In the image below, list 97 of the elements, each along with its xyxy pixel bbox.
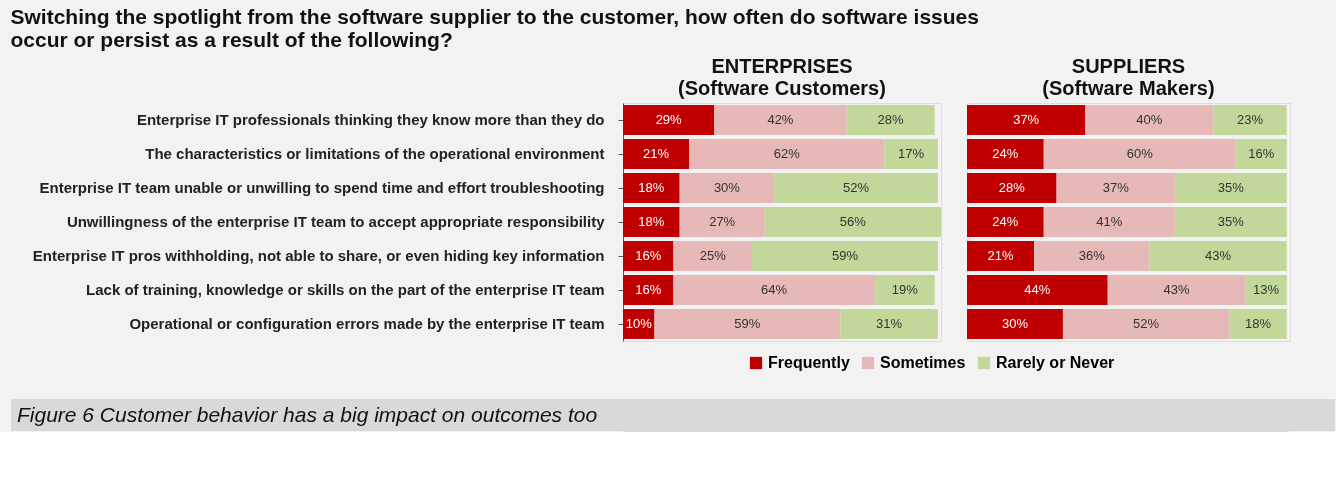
bar (1245, 275, 1287, 305)
bar (967, 241, 1035, 271)
y-tick-label: Enterprise IT professionals thinking they know more than they do (136, 111, 605, 128)
bar (623, 105, 715, 135)
data-label: 23% (1237, 112, 1264, 127)
bar (1149, 241, 1287, 271)
data-label: 40% (1136, 112, 1163, 127)
bar (884, 139, 938, 169)
data-label: 18% (638, 214, 665, 229)
data-label: 16% (1248, 146, 1275, 161)
data-label: 43% (1205, 248, 1232, 263)
bar (673, 241, 753, 271)
y-tick-label: Enterprise IT pros withholding, not able to share, or even hiding key information (32, 247, 605, 264)
data-label: 52% (842, 180, 870, 195)
bar (1213, 105, 1287, 135)
bar (967, 139, 1044, 169)
bar (752, 241, 938, 271)
bar (1034, 241, 1150, 271)
data-label: 42% (767, 112, 794, 127)
bar (840, 309, 938, 339)
bar (1085, 105, 1214, 135)
data-label: 31% (876, 316, 903, 331)
y-tick-label: Lack of training, knowledge or skills on the part of the enterprise IT team (86, 281, 605, 298)
bar (654, 309, 841, 339)
data-label: 52% (1133, 316, 1160, 331)
bar (623, 275, 674, 305)
data-label: 17% (898, 146, 925, 161)
caption: Figure 6 Customer behavior has a big impact on outcomes too (17, 403, 598, 426)
y-tick-label: Unwillingness of the enterprise IT team to accept appropriate responsibility (66, 213, 606, 230)
bar (623, 241, 674, 271)
data-label: 21% (987, 248, 1015, 263)
data-label: 28% (998, 180, 1026, 195)
bar (673, 275, 875, 305)
legend-label: Sometimes (880, 354, 966, 371)
bar (846, 105, 935, 135)
bar (1043, 139, 1236, 169)
data-label: 10% (625, 316, 653, 331)
data-label: 41% (1096, 214, 1123, 229)
data-label: 29% (655, 112, 683, 127)
bar (1056, 173, 1175, 203)
data-label: 21% (643, 146, 670, 161)
data-label: 37% (1102, 180, 1130, 195)
data-label: 18% (638, 180, 665, 195)
data-label: 35% (1217, 214, 1245, 229)
data-label: 43% (1163, 282, 1190, 297)
chart-title: Switching the spotlight from the software supplier to the customer, how often do software issues occur or persist as a result of the following? (10, 4, 979, 51)
data-label: 59% (831, 248, 859, 263)
data-label: 19% (891, 282, 919, 297)
chart-subtitle: ENTERPRISES (Software Customers) (678, 55, 886, 99)
bar (1107, 275, 1246, 305)
data-label: 35% (1217, 180, 1245, 195)
bar (1062, 309, 1230, 339)
bar (689, 139, 885, 169)
bar (1174, 207, 1287, 237)
y-tick-label: Operational or configuration errors made by the enterprise IT team (129, 315, 605, 332)
bar (714, 105, 847, 135)
data-label: 36% (1078, 248, 1106, 263)
bar (764, 207, 941, 237)
bar (967, 275, 1108, 305)
chart-title: SUPPLIERS (Software Makers) (1042, 55, 1215, 99)
data-label: 59% (734, 316, 761, 331)
data-label: 64% (761, 282, 788, 297)
bar (774, 173, 938, 203)
data-label: 25% (699, 248, 727, 263)
bar (967, 173, 1057, 203)
bar (623, 207, 680, 237)
data-label: 37% (1013, 112, 1040, 127)
data-label: 30% (713, 180, 741, 195)
data-label: 27% (709, 214, 736, 229)
data-label: 62% (773, 146, 801, 161)
bar (1235, 139, 1287, 169)
data-label: 28% (877, 112, 905, 127)
data-label: 16% (635, 282, 662, 297)
bar (679, 207, 765, 237)
legend-label: Rarely or Never (996, 354, 1115, 371)
bar (1229, 309, 1287, 339)
bar (623, 139, 690, 169)
data-label: 13% (1253, 282, 1280, 297)
data-label: 24% (992, 146, 1019, 161)
data-label: 44% (1024, 282, 1051, 297)
y-tick-label: The characteristics or limitations of the operational environment (145, 145, 605, 162)
y-tick-label: Enterprise IT team unable or unwilling to spend time and effort troubleshooting (39, 179, 605, 196)
bar (967, 309, 1063, 339)
legend-label: Frequently (768, 354, 850, 371)
data-label: 30% (1001, 316, 1029, 331)
bar (1174, 173, 1287, 203)
data-label: 18% (1245, 316, 1272, 331)
data-label: 56% (839, 214, 867, 229)
bar (967, 105, 1086, 135)
data-label: 16% (635, 248, 662, 263)
bar (1043, 207, 1175, 237)
bar (679, 173, 775, 203)
bar (874, 275, 935, 305)
bar (967, 207, 1044, 237)
bar (623, 173, 680, 203)
data-label: 24% (992, 214, 1019, 229)
data-label: 60% (1126, 146, 1154, 161)
